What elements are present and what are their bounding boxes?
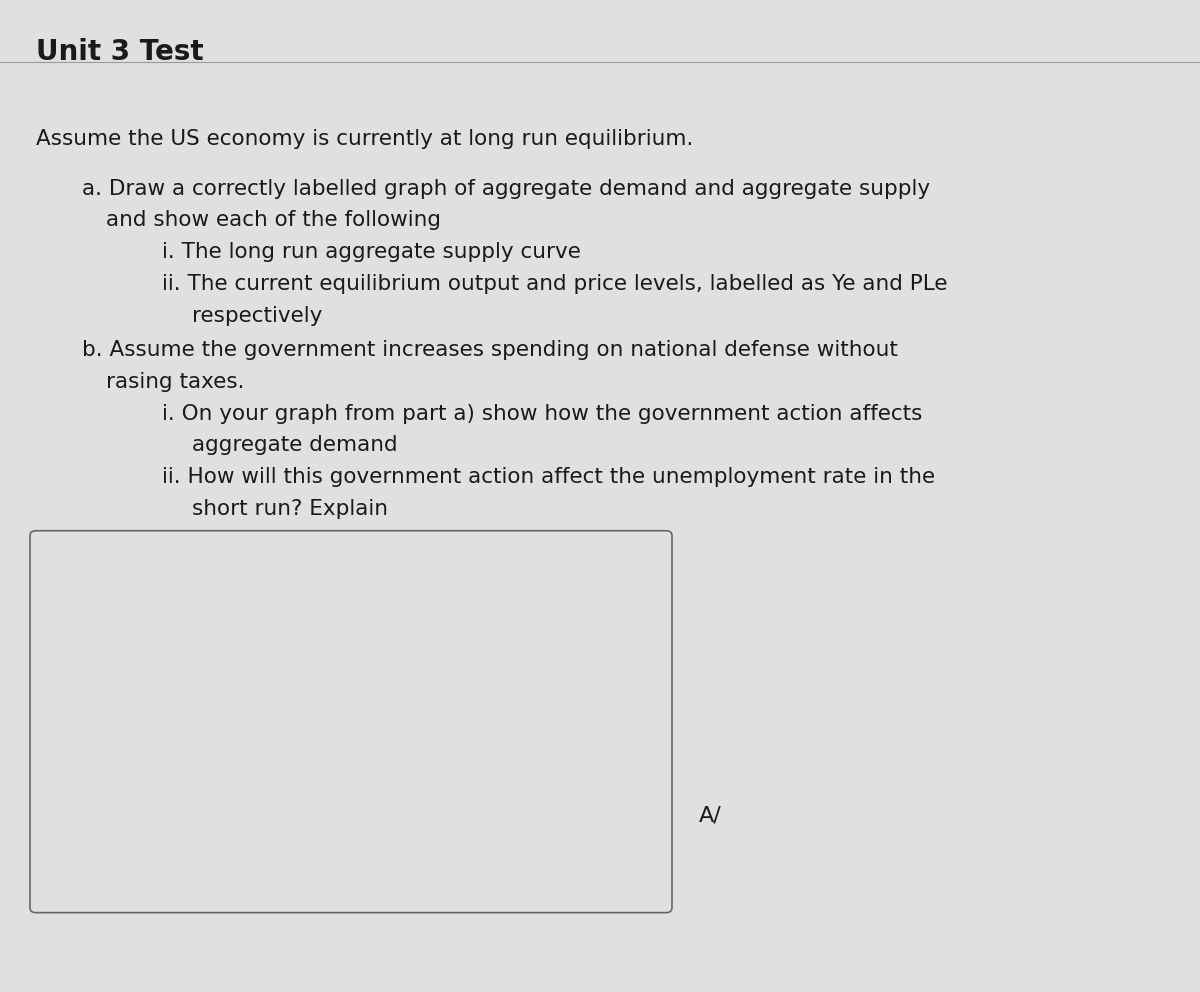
Text: aggregate demand: aggregate demand — [192, 435, 397, 455]
FancyBboxPatch shape — [30, 531, 672, 913]
Text: ii. How will this government action affect the unemployment rate in the: ii. How will this government action affe… — [162, 467, 935, 487]
Text: and show each of the following: and show each of the following — [106, 210, 440, 230]
Text: i. On your graph from part a) show how the government action affects: i. On your graph from part a) show how t… — [162, 404, 923, 424]
Text: Unit 3 Test: Unit 3 Test — [36, 38, 204, 65]
Text: Assume the US economy is currently at long run equilibrium.: Assume the US economy is currently at lo… — [36, 129, 694, 149]
Text: rasing taxes.: rasing taxes. — [106, 372, 244, 392]
Text: i. The long run aggregate supply curve: i. The long run aggregate supply curve — [162, 242, 581, 262]
Text: short run? Explain: short run? Explain — [192, 499, 388, 519]
Text: b. Assume the government increases spending on national defense without: b. Assume the government increases spend… — [82, 340, 898, 360]
Text: respectively: respectively — [192, 306, 323, 325]
Text: a. Draw a correctly labelled graph of aggregate demand and aggregate supply: a. Draw a correctly labelled graph of ag… — [82, 179, 930, 198]
Text: ii. The current equilibrium output and price levels, labelled as Ye and PLe: ii. The current equilibrium output and p… — [162, 274, 948, 294]
Text: A/: A/ — [698, 806, 721, 825]
